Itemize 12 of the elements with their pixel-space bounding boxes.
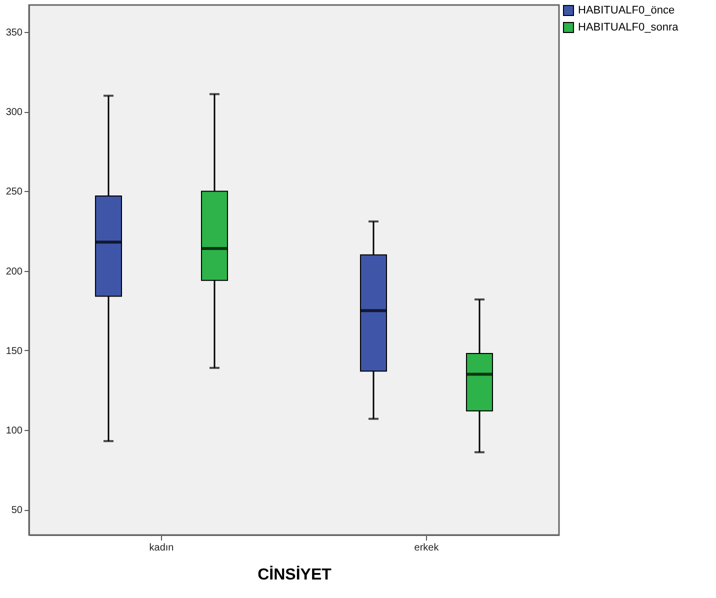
y-tick-label: 300 xyxy=(6,107,23,118)
y-tick-label: 50 xyxy=(11,505,23,516)
legend-label: HABITUALF0_önce xyxy=(578,4,675,16)
x-axis-title: CİNSİYET xyxy=(258,566,332,584)
x-tick-label: erkek xyxy=(414,542,440,554)
y-tick-label: 100 xyxy=(6,425,23,436)
x-tick-label: kadın xyxy=(149,542,174,554)
y-tick-label: 250 xyxy=(6,186,23,198)
y-tick-label: 150 xyxy=(6,346,23,357)
y-tick-label: 200 xyxy=(6,266,23,278)
y-tick-label: 350 xyxy=(6,28,23,39)
legend-label: HABITUALF0_sonra xyxy=(578,22,680,34)
